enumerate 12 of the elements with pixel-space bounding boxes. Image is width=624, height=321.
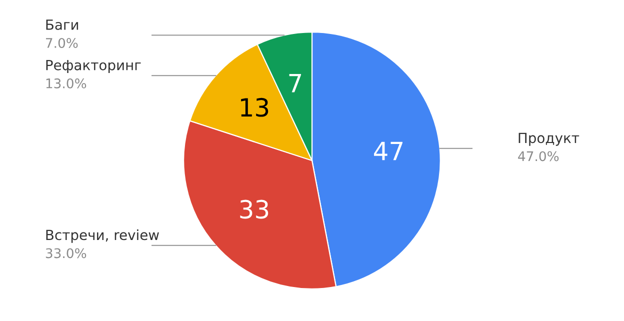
text: 47.0% [518, 151, 559, 162]
text: 7.0% [46, 38, 78, 48]
text: 13.0% [46, 78, 86, 88]
slice-label: Рефакторинг [46, 60, 141, 74]
text: 33.0% [46, 248, 86, 258]
data-label: 7 [289, 74, 302, 92]
data-label: 47 [374, 142, 402, 160]
slice-label: Продукт [518, 132, 580, 146]
slice-label: Встречи, review [46, 229, 159, 243]
data-label: 33 [240, 200, 268, 219]
slice-label: Баги [46, 20, 78, 30]
data-label: 13 [241, 98, 268, 117]
